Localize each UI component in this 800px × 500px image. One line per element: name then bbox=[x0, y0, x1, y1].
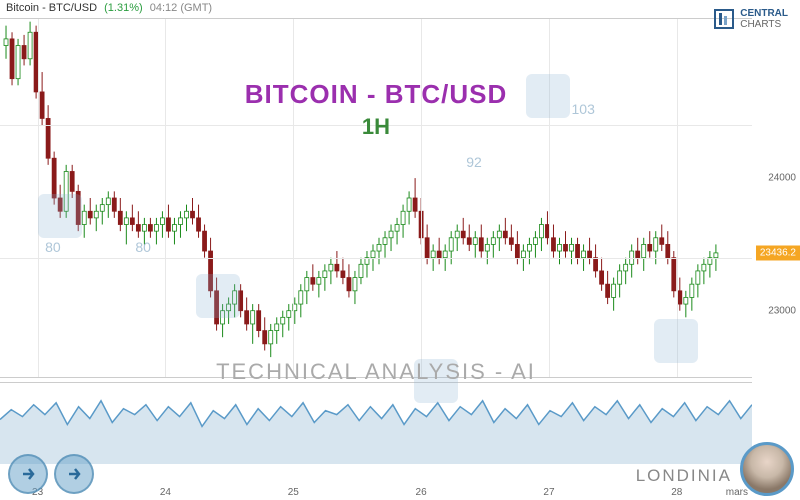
time: 04:12 bbox=[150, 2, 178, 14]
current-price-badge: 23436.2 bbox=[756, 246, 800, 261]
x-month-label: mars bbox=[726, 487, 748, 498]
pct-change: (1.31%) bbox=[104, 2, 143, 14]
header-info: Bitcoin - BTC/USD (1.31%) 04:12 (GMT) bbox=[6, 2, 212, 14]
watermark-number: 80 bbox=[135, 239, 151, 255]
x-tick-label: 27 bbox=[543, 487, 554, 498]
x-tick-label: 28 bbox=[671, 487, 682, 498]
y-tick-label: 24000 bbox=[768, 172, 796, 183]
watermark-icon bbox=[38, 194, 82, 238]
indicator-svg bbox=[0, 383, 752, 464]
y-axis: 23000 24000 23436.2 bbox=[752, 18, 800, 378]
watermark-icon bbox=[526, 74, 570, 118]
londinia-label: LONDINIA bbox=[636, 466, 732, 486]
x-tick-label: 24 bbox=[160, 487, 171, 498]
watermark-icon bbox=[654, 319, 698, 363]
x-tick-label: 26 bbox=[416, 487, 427, 498]
watermark-number: 92 bbox=[466, 154, 482, 170]
logo: CENTRAL CHARTS bbox=[714, 8, 788, 30]
x-tick-label: 25 bbox=[288, 487, 299, 498]
watermark-number: 80 bbox=[45, 239, 61, 255]
watermark-number: 103 bbox=[572, 101, 595, 117]
avatar-icon[interactable] bbox=[740, 442, 794, 496]
timezone: (GMT) bbox=[180, 2, 212, 14]
pair-name: Bitcoin - BTC/USD bbox=[6, 2, 97, 14]
logo-text: CENTRAL CHARTS bbox=[740, 8, 788, 30]
y-tick-label: 23000 bbox=[768, 306, 796, 317]
watermark-icon bbox=[414, 359, 458, 403]
nav-arrows bbox=[8, 454, 94, 494]
price-chart[interactable]: BITCOIN - BTC/USD 1H TECHNICAL ANALYSIS … bbox=[0, 18, 752, 378]
nav-next-button[interactable] bbox=[54, 454, 94, 494]
indicator-panel[interactable] bbox=[0, 382, 752, 464]
candlestick-svg bbox=[0, 19, 752, 377]
logo-icon bbox=[714, 9, 734, 29]
nav-prev-button[interactable] bbox=[8, 454, 48, 494]
watermark-icon bbox=[196, 274, 240, 318]
